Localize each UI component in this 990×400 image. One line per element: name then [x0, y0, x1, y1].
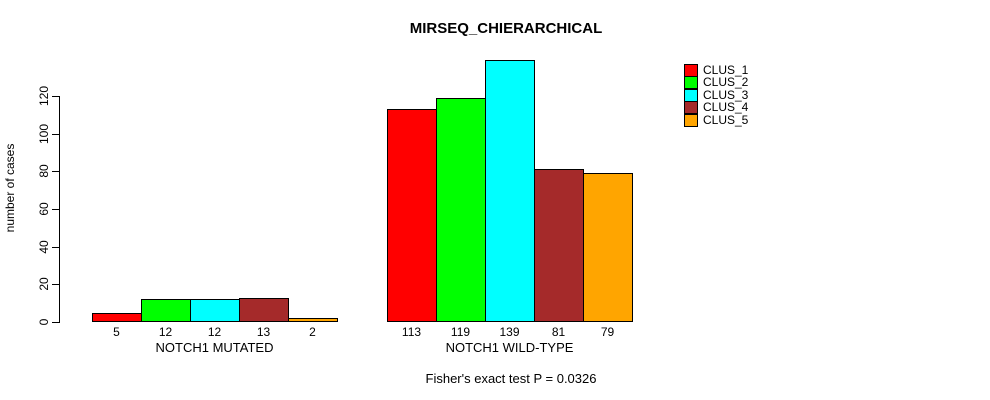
bar-clus_1-group1: [92, 313, 142, 322]
x-axis-group-label: NOTCH1 MUTATED: [155, 340, 274, 355]
legend-label: CLUS_5: [703, 112, 749, 127]
legend-item-clus_2: CLUS_2: [684, 75, 764, 90]
legend-item-clus_1: CLUS_1: [684, 64, 764, 77]
legend-swatch-clus_1: [684, 64, 698, 77]
bar-value-label: 79: [600, 325, 615, 339]
y-axis-tick-label: 0: [37, 318, 51, 326]
y-axis-label: number of cases: [3, 143, 17, 233]
legend-label: CLUS_3: [703, 87, 749, 102]
bar-value-label: 119: [450, 325, 471, 339]
fisher-test-annotation: Fisher's exact test P = 0.0326: [425, 371, 597, 386]
legend-label: CLUS_2: [703, 75, 749, 90]
x-axis-group-label: NOTCH1 WILD-TYPE: [445, 340, 574, 355]
y-axis-tick-label: 120: [37, 85, 51, 107]
y-axis-tick: [52, 322, 59, 323]
bar-clus_1-group2: [387, 109, 437, 322]
bar-value-label: 139: [499, 325, 520, 339]
bar-value-label: 13: [256, 325, 271, 339]
bar-clus_4-group1: [239, 298, 289, 322]
bar-value-label: 113: [401, 325, 422, 339]
y-axis-line: [59, 96, 60, 323]
y-axis-tick: [52, 209, 59, 210]
legend-item-clus_5: CLUS_5: [684, 112, 764, 127]
legend-label: CLUS_4: [703, 100, 749, 115]
y-axis-tick-label: 80: [37, 164, 51, 179]
bar-clus_5-group1: [288, 318, 338, 322]
bar-value-label: 81: [551, 325, 566, 339]
y-axis-tick-label: 20: [37, 277, 51, 292]
bar-clus_5-group2: [583, 173, 633, 322]
bar-clus_4-group2: [534, 169, 584, 322]
legend-swatch-clus_4: [684, 101, 698, 115]
y-axis-tick: [52, 133, 59, 135]
bar-clus_2-group2: [436, 98, 486, 322]
bar-clus_3-group2: [485, 60, 535, 322]
bar-value-label: 12: [207, 325, 222, 339]
bar-clus_3-group1: [190, 299, 240, 322]
chart-title: MIRSEQ_CHIERARCHICAL: [409, 20, 603, 37]
legend-swatch-clus_5: [684, 113, 698, 127]
y-axis-tick: [52, 284, 59, 286]
legend-label: CLUS_1: [703, 63, 749, 77]
legend-item-clus_3: CLUS_3: [684, 87, 764, 102]
y-axis-tick: [52, 96, 59, 97]
y-axis-tick-label: 60: [37, 202, 51, 216]
y-axis-tick-label: 100: [37, 123, 51, 144]
y-axis-tick: [52, 246, 59, 248]
bar-value-label: 2: [309, 325, 316, 339]
bar-clus_2-group1: [141, 299, 191, 322]
legend-item-clus_4: CLUS_4: [684, 100, 764, 115]
bar-value-label: 5: [113, 325, 120, 339]
legend-swatch-clus_3: [684, 88, 698, 102]
y-axis-tick-label: 40: [37, 239, 51, 254]
legend-swatch-clus_2: [684, 76, 698, 90]
y-axis-tick: [52, 171, 59, 173]
bar-value-label: 12: [158, 325, 173, 339]
